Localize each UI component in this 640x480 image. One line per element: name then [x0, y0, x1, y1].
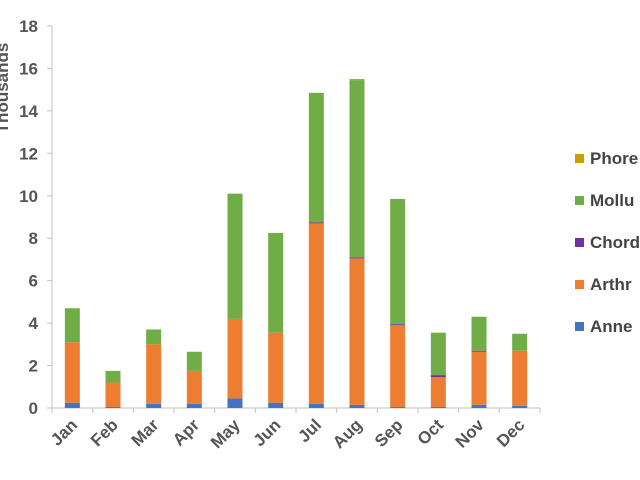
- bar-segment: [349, 79, 365, 81]
- y-axis-label-group: Thousands: [0, 43, 12, 134]
- bar-segment: [64, 402, 80, 408]
- x-tick-label: Jun: [250, 415, 285, 450]
- x-tick-label: Aug: [329, 415, 366, 452]
- legend-entry: Chord: [590, 233, 640, 252]
- bar-segment: [390, 325, 406, 407]
- bar-segment: [64, 308, 80, 343]
- bar-segment: [227, 398, 243, 408]
- bar-segment: [471, 404, 487, 408]
- legend-swatch: [575, 280, 584, 289]
- x-tick-label: Apr: [169, 415, 203, 449]
- bar-segment: [390, 324, 406, 326]
- bar-segment: [471, 350, 487, 352]
- bar-segment: [268, 332, 284, 403]
- y-axis: 0 2 4 6 8 10 12 14 16 18: [19, 17, 53, 418]
- bar-segment: [64, 342, 80, 403]
- legend-entry: Arthr: [590, 275, 632, 294]
- legend-entry: Phore: [590, 149, 638, 168]
- legend-swatch: [575, 322, 584, 331]
- x-tick-label: Nov: [452, 415, 489, 452]
- bar-segment: [227, 193, 243, 319]
- y-axis-label: Thousands: [0, 43, 12, 134]
- y-tick-label: 0: [29, 399, 38, 418]
- bar-segment: [146, 403, 162, 408]
- legend-entry: Anne: [590, 317, 633, 336]
- y-tick-label: 4: [29, 314, 39, 333]
- x-tick-label: Oct: [414, 415, 448, 449]
- y-tick-label: 6: [29, 272, 38, 291]
- bar-segment: [471, 316, 487, 351]
- x-tick-label: Jan: [47, 415, 81, 449]
- y-tick-label: 16: [19, 59, 38, 78]
- x-tick-label: Mar: [128, 415, 163, 450]
- bar-segment: [390, 406, 406, 408]
- y-tick-label: 2: [29, 357, 38, 376]
- bar-segment: [349, 258, 365, 405]
- legend-swatch: [575, 196, 584, 205]
- x-tick-label: May: [207, 415, 244, 452]
- bar-segment: [430, 332, 446, 376]
- x-axis: Jan Feb Mar Apr May Jun Jul Aug Sep Oct Nov Dec: [47, 407, 541, 452]
- x-tick-label: Sep: [371, 415, 406, 450]
- bar-segment: [186, 403, 202, 408]
- bar-segment: [390, 198, 406, 325]
- legend-swatch: [575, 238, 584, 247]
- bar-segment: [186, 370, 202, 404]
- bar-segment: [105, 370, 121, 383]
- bar-segment: [105, 406, 121, 408]
- bar-segment: [430, 375, 446, 378]
- x-tick-label: Dec: [493, 415, 528, 450]
- bar-segment: [227, 318, 243, 399]
- bar-segment: [349, 404, 365, 408]
- legend-entry: Mollu: [590, 191, 634, 210]
- y-tick-label: 12: [19, 144, 38, 163]
- bar-segment: [308, 223, 324, 404]
- bar-segment: [512, 405, 528, 408]
- bar-segment: [512, 350, 528, 406]
- bar-segment: [349, 257, 365, 259]
- x-tick-label: Jul: [294, 415, 325, 446]
- bar-segment: [146, 344, 162, 404]
- y-tick-label: 14: [19, 102, 38, 121]
- x-tick-label: Feb: [87, 415, 122, 450]
- bar-segment: [186, 351, 202, 371]
- y-tick-label: 18: [19, 17, 38, 36]
- bar-segment: [308, 92, 324, 223]
- bar-segment: [430, 406, 446, 408]
- bar-segment: [146, 329, 162, 345]
- legend-swatch: [575, 154, 584, 163]
- bar-segment: [308, 403, 324, 408]
- bar-segment: [349, 80, 365, 258]
- bar-segment: [268, 232, 284, 333]
- bar-segment: [105, 382, 121, 407]
- bar-segment: [268, 402, 284, 408]
- bar-segment: [430, 377, 446, 407]
- bar-segment: [471, 351, 487, 405]
- bar-segment: [512, 333, 528, 351]
- y-tick-label: 10: [19, 187, 38, 206]
- y-tick-label: 8: [29, 229, 38, 248]
- bars: [64, 79, 528, 408]
- legend: Phore Mollu Chord Arthr Anne: [575, 149, 640, 336]
- bar-segment: [308, 222, 324, 224]
